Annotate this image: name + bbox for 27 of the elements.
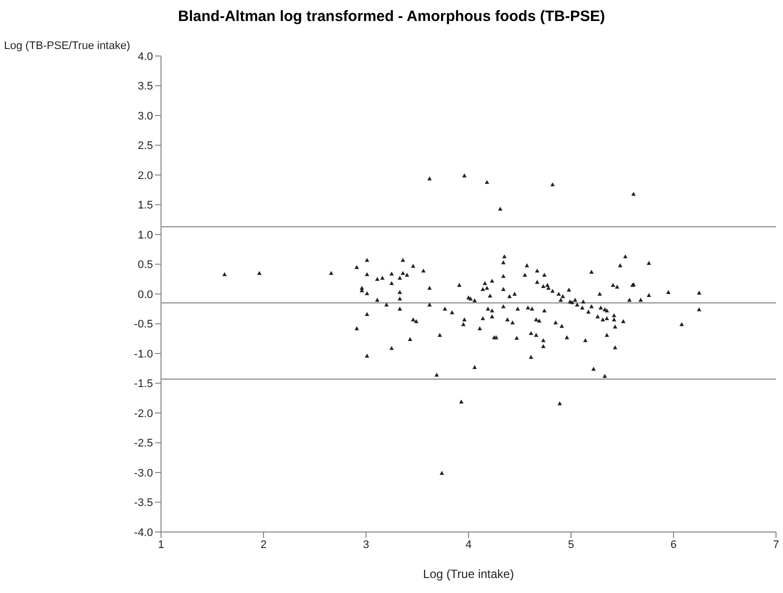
y-tick-label: 3.0 — [138, 110, 153, 122]
y-tick-label: 1.5 — [138, 200, 153, 212]
y-tick-label: -2.5 — [134, 438, 153, 450]
x-tick-label: 1 — [158, 538, 164, 551]
y-tick-label: -1.5 — [134, 378, 153, 390]
x-tick-label: 4 — [465, 538, 472, 551]
x-tick-label: 2 — [260, 538, 267, 551]
x-tick-label: 6 — [670, 538, 677, 551]
y-tick-label: -1.0 — [134, 348, 153, 360]
y-tick-label: -0.5 — [134, 318, 153, 331]
y-tick-label: -3.5 — [134, 497, 153, 510]
y-tick-label: -3.0 — [134, 467, 153, 480]
x-axis-title: Log (True intake) — [423, 567, 514, 581]
y-tick-label: 2.5 — [138, 140, 153, 152]
y-tick-label: 2.0 — [138, 170, 153, 182]
y-tick-label: -2.0 — [134, 408, 153, 420]
y-tick-label: 1.0 — [138, 229, 153, 242]
x-tick-label: 3 — [362, 538, 370, 551]
x-tick-label: 5 — [568, 538, 574, 551]
y-tick-label: 0.0 — [138, 288, 153, 301]
y-tick-label: -4.0 — [134, 526, 153, 539]
y-axis-title: Log (TB-PSE/True intake) — [4, 40, 130, 52]
y-tick-label: 0.5 — [138, 259, 153, 272]
y-tick-label: 3.5 — [138, 80, 153, 93]
chart-title: Bland-Altman log transformed - Amorphous foods (TB-PSE) — [177, 8, 606, 25]
x-tick-label: 7 — [772, 538, 780, 551]
y-tick-label: 4.0 — [138, 50, 153, 63]
